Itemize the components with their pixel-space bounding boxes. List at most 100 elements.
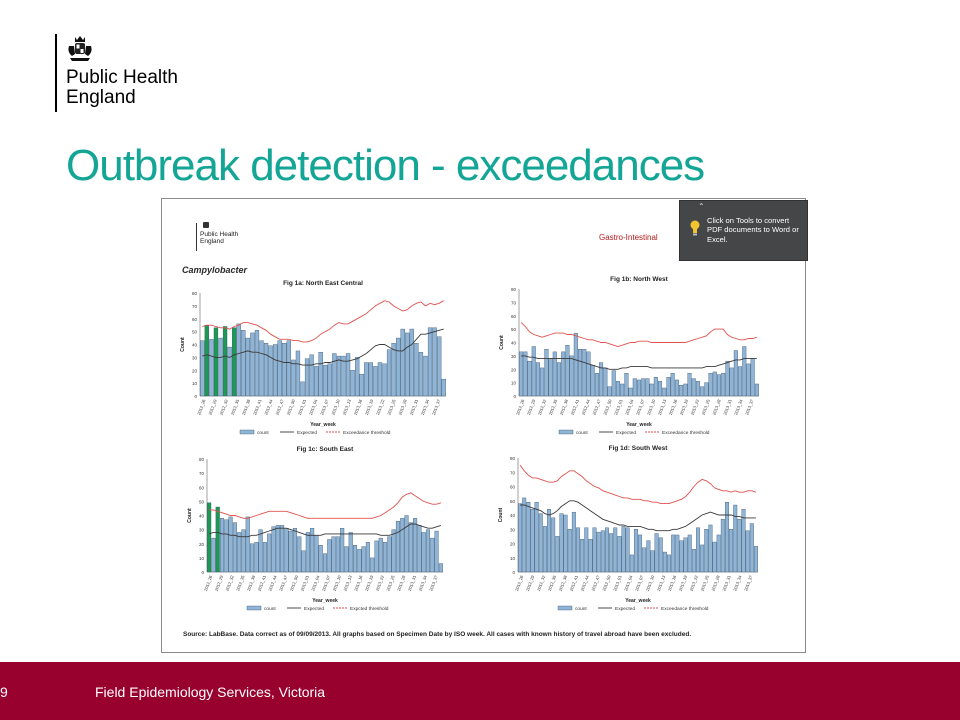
panel-1-count-bar — [263, 343, 269, 397]
panel-1-expected-line — [202, 328, 444, 366]
panel-2-count-bar — [679, 385, 684, 397]
panel-4-count-bar — [638, 534, 643, 573]
panel-1-x-tick-label: 2013_04 — [308, 398, 319, 416]
panel-4-legend-expected-label: Expected — [615, 606, 635, 612]
panel-2-title: Fig 1b: North West — [610, 276, 668, 283]
panel-4-count-bar — [691, 549, 696, 573]
panel-2-legend-threshold-label: Exceedance threshold — [662, 430, 710, 436]
panel-4-count-bar — [725, 501, 729, 573]
panel-4-count-bar — [538, 513, 543, 573]
panel-4-x-tick-label: 2012_26 — [514, 574, 525, 592]
panel-3-count-bar — [357, 549, 362, 573]
panel-2-x-tick-label: 2013_10 — [646, 398, 657, 416]
panel-4-count-bar — [667, 554, 671, 573]
panel-4-count-bar — [584, 527, 589, 573]
panel-1-count-bar — [377, 362, 383, 397]
panel-4-y-axis-label: Count — [498, 507, 504, 522]
panel-4-count-bar — [662, 551, 667, 573]
logo-line-2: England — [66, 87, 136, 108]
panel-3-count-bar — [245, 516, 250, 573]
panel-4-count-bar — [720, 519, 725, 573]
royal-crest-icon — [68, 36, 92, 61]
panel-4-x-tick-label: 2013_34 — [732, 574, 743, 592]
panel-3-count-bar — [322, 553, 328, 573]
panel-4-count-bar — [633, 529, 638, 573]
panel-4-y-tick-label: 30 — [510, 527, 516, 532]
panel-2-count-bar — [717, 374, 721, 397]
panel-2-count-bar — [746, 363, 751, 397]
panel-2-x-tick-label: 2013_28 — [711, 398, 722, 416]
panel-3-x-tick-label: 2012_41 — [257, 574, 268, 592]
convert-tooltip[interactable]: ⌃ Click on Tools to convert PDF document… — [679, 200, 808, 261]
panel-1-y-tick-label: 0 — [194, 394, 197, 399]
panel-1-count-bar — [200, 340, 205, 397]
panel-4-count-bar — [547, 509, 551, 573]
panel-2-count-bar — [729, 367, 734, 397]
panel-3-count-bar — [387, 536, 392, 573]
panel-4-title: Fig 1d: South West — [609, 445, 669, 452]
panel-4-count-bar — [605, 527, 609, 573]
panel-3-count-bar — [254, 542, 259, 573]
panel-3-count-bar — [288, 530, 293, 573]
panel-4-count-bar — [716, 534, 721, 573]
panel-1-count-bar — [400, 328, 405, 397]
panel-3-count-bar — [310, 528, 315, 573]
panel-1-exceedance-bar — [232, 327, 237, 397]
panel-4-y-tick-label: 0 — [512, 570, 515, 575]
panel-2-count-bar — [599, 362, 604, 397]
panel-3-count-bar — [361, 546, 366, 573]
panel-4-count-bar — [522, 497, 527, 573]
panel-2-x-tick-label: 2013_04 — [624, 398, 635, 416]
panel-3-legend-count-label: count — [264, 606, 276, 612]
panel-2-x-tick-label: 2013_16 — [668, 398, 679, 416]
panel-1-count-bar — [327, 363, 332, 397]
panel-2-count-bar — [523, 351, 528, 397]
caret-up-icon[interactable]: ⌃ — [698, 202, 705, 211]
panel-1-x-tick-label: 2013_28 — [398, 398, 409, 416]
panel-4-count-bar — [621, 526, 626, 573]
panel-4-threshold-line — [519, 464, 757, 505]
source-note: Source: LabBase. Data correct as of 09/0… — [183, 631, 692, 638]
logo-divider — [55, 34, 57, 112]
tooltip-line-2: PDF documents to Word or — [707, 225, 799, 235]
panel-2-y-tick-label: 10 — [511, 381, 517, 386]
panel-2-count-bar — [578, 349, 583, 397]
panel-3-count-bar — [327, 539, 332, 573]
panel-2-count-bar — [691, 378, 696, 397]
panel-4-count-bar — [704, 529, 709, 573]
panel-3-expected-line — [208, 523, 442, 538]
panel-2-legend-count-swatch — [558, 429, 574, 435]
panel-3-y-tick-label: 80 — [199, 457, 205, 462]
panel-1-x-tick-label: 2013_31 — [409, 398, 420, 416]
panel-3-legend-threshold-label: Expcted threshold — [350, 606, 389, 612]
panel-1-count-bar — [268, 345, 273, 397]
panel-4-count-bar — [642, 547, 647, 573]
panel-4-y-tick-label: 70 — [510, 470, 516, 475]
panel-2-x-tick-label: 2013_25 — [701, 398, 712, 416]
panel-4-x-tick-label: 2012_41 — [569, 574, 580, 592]
panel-2-count-bar — [607, 386, 612, 397]
panel-3-x-tick-label: 2013_28 — [396, 574, 407, 592]
panel-2-count-bar — [632, 378, 637, 397]
panel-4-count-bar — [576, 527, 580, 573]
panel-2-count-bar — [590, 365, 595, 397]
panel-3-y-tick-label: 10 — [199, 556, 205, 561]
panel-4-count-bar — [625, 527, 630, 573]
panel-2-count-bar — [548, 358, 553, 397]
panel-4-count-bar — [658, 537, 663, 573]
panel-2-y-tick-label: 60 — [511, 314, 517, 319]
panel-4-x-tick-label: 2013_28 — [710, 574, 721, 592]
panel-1-x-tick-label: 2013_01 — [297, 398, 308, 416]
panel-3-x-tick-label: 2013_04 — [310, 574, 321, 592]
panel-1-x-tick-label: 2012_35 — [230, 398, 241, 416]
panel-4-count-bar — [571, 511, 576, 573]
panel-4-x-tick-label: 2012_32 — [536, 574, 547, 592]
panel-3-count-bar — [224, 519, 229, 573]
panel-1-exceedance-bar — [213, 327, 219, 397]
panel-1-y-tick-label: 50 — [192, 330, 198, 335]
panel-1-count-bar — [304, 358, 310, 397]
panel-2-count-bar — [649, 383, 654, 397]
panel-2-threshold-line — [520, 322, 758, 347]
panel-1-x-tick-label: 2013_34 — [420, 398, 431, 416]
panel-3-x-tick-label: 2012_44 — [267, 574, 278, 592]
